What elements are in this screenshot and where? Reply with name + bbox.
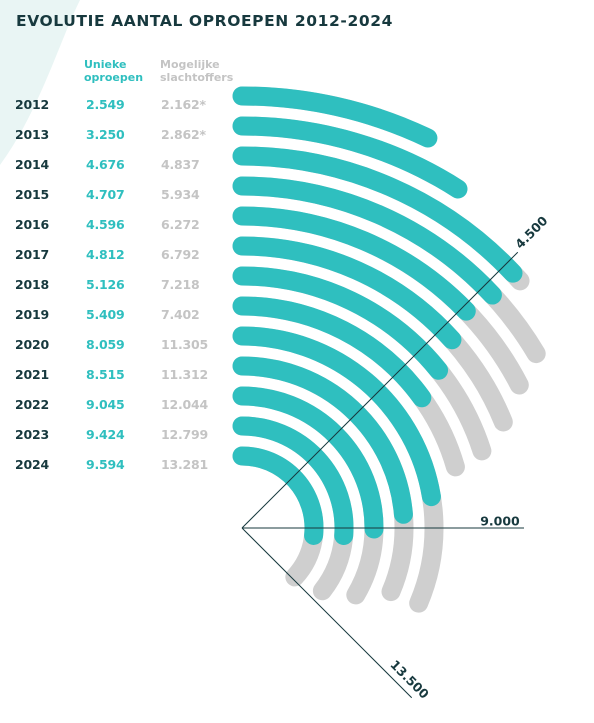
row-year: 2017	[15, 247, 49, 262]
row-unique-calls: 8.059	[86, 337, 125, 352]
table-row: 2021 8.515 11.312	[0, 365, 240, 385]
row-unique-calls: 5.126	[86, 277, 125, 292]
row-possible-victims: 5.934	[161, 187, 200, 202]
row-possible-victims: 7.218	[161, 277, 200, 292]
arc-unique-calls-2024	[232, 446, 324, 545]
table-row: 2013 3.250 2.862*	[0, 125, 240, 145]
table-row: 2020 8.059 11.305	[0, 335, 240, 355]
arc-unique-calls-2020	[232, 326, 441, 507]
row-possible-victims: 4.837	[161, 157, 200, 172]
arc-unique-calls-2019	[232, 296, 432, 408]
arcs-group	[232, 86, 546, 613]
chart-title: EVOLUTIE AANTAL OPROEPEN 2012-2024	[16, 12, 393, 30]
row-unique-calls: 2.549	[86, 97, 125, 112]
arc-unique-calls-2016	[232, 206, 476, 321]
arc-unique-calls-2018	[232, 266, 449, 380]
row-unique-calls: 9.424	[86, 427, 125, 442]
row-year: 2013	[15, 127, 49, 142]
column-header-unique-calls: Unieke oproepen	[84, 58, 144, 84]
arc-unique-calls-2017	[232, 236, 462, 350]
row-possible-victims: 12.044	[161, 397, 209, 412]
arc-unique-calls-2022	[232, 386, 384, 539]
row-unique-calls: 8.515	[86, 367, 125, 382]
row-possible-victims: 12.799	[161, 427, 209, 442]
table-row: 2024 9.594 13.281	[0, 455, 240, 475]
row-year: 2022	[15, 397, 49, 412]
table-row: 2015 4.707 5.934	[0, 185, 240, 205]
row-year: 2021	[15, 367, 49, 382]
row-possible-victims: 6.272	[161, 217, 200, 232]
row-possible-victims: 2.162*	[161, 97, 206, 112]
table-row: 2022 9.045 12.044	[0, 395, 240, 415]
row-unique-calls: 9.045	[86, 397, 125, 412]
table-row: 2019 5.409 7.402	[0, 305, 240, 325]
row-year: 2019	[15, 307, 49, 322]
row-year: 2015	[15, 187, 49, 202]
arc-unique-calls-2012	[232, 86, 438, 148]
row-unique-calls: 3.250	[86, 127, 125, 142]
axis-label-4500: 4.500	[512, 213, 551, 252]
row-possible-victims: 2.862*	[161, 127, 206, 142]
axis-label-9000: 9.000	[480, 514, 520, 529]
table-row: 2014 4.676 4.837	[0, 155, 240, 175]
row-possible-victims: 11.312	[161, 367, 209, 382]
axis-line-4500	[241, 251, 519, 529]
row-year: 2023	[15, 427, 49, 442]
row-year: 2018	[15, 277, 49, 292]
row-possible-victims: 11.305	[161, 337, 209, 352]
row-year: 2020	[15, 337, 49, 352]
row-possible-victims: 6.792	[161, 247, 200, 262]
row-possible-victims: 13.281	[161, 457, 209, 472]
row-unique-calls: 4.596	[86, 217, 125, 232]
column-header-possible-victims: Mogelijke slachtoffers	[160, 58, 234, 84]
row-year: 2016	[15, 217, 49, 232]
row-unique-calls: 4.676	[86, 157, 125, 172]
row-year: 2014	[15, 157, 49, 172]
table-row: 2016 4.596 6.272	[0, 215, 240, 235]
axis-line-13500	[241, 527, 413, 699]
table-row: 2023 9.424 12.799	[0, 425, 240, 445]
row-unique-calls: 5.409	[86, 307, 125, 322]
row-unique-calls: 9.594	[86, 457, 125, 472]
row-year: 2024	[15, 457, 49, 472]
table-row: 2018 5.126 7.218	[0, 275, 240, 295]
row-year: 2012	[15, 97, 49, 112]
arc-unique-calls-2014	[232, 146, 523, 283]
arc-unique-calls-2015	[232, 176, 502, 305]
table-row: 2017 4.812 6.792	[0, 245, 240, 265]
background-blob	[0, 0, 80, 165]
arc-unique-calls-2023	[232, 416, 354, 546]
row-unique-calls: 4.707	[86, 187, 125, 202]
row-unique-calls: 4.812	[86, 247, 125, 262]
row-possible-victims: 7.402	[161, 307, 200, 322]
table-row: 2012 2.549 2.162*	[0, 95, 240, 115]
arc-unique-calls-2013	[232, 116, 468, 199]
arc-unique-calls-2021	[232, 356, 413, 524]
